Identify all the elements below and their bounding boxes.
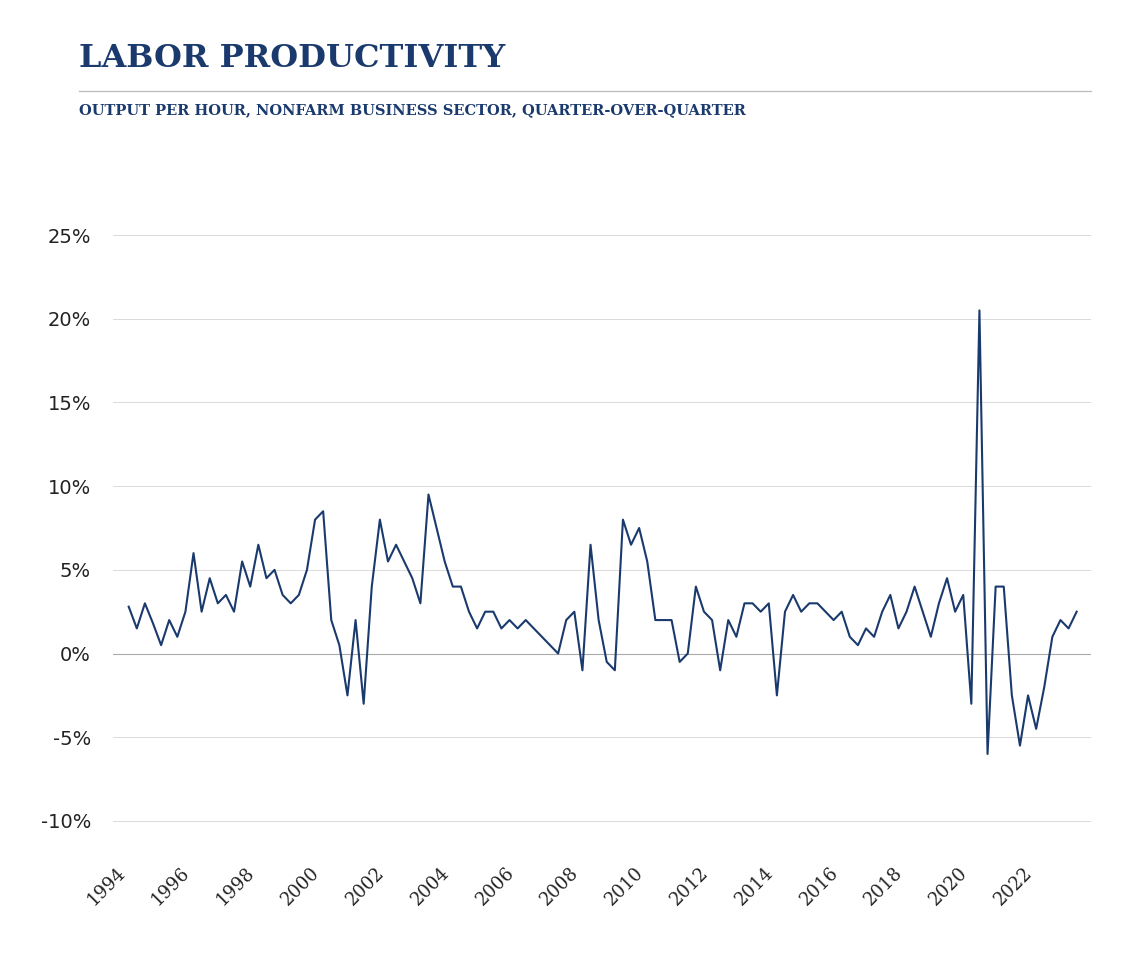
- Text: OUTPUT PER HOUR, NONFARM BUSINESS SECTOR, QUARTER-OVER-QUARTER: OUTPUT PER HOUR, NONFARM BUSINESS SECTOR…: [79, 103, 746, 117]
- Text: LABOR PRODUCTIVITY: LABOR PRODUCTIVITY: [79, 43, 505, 74]
